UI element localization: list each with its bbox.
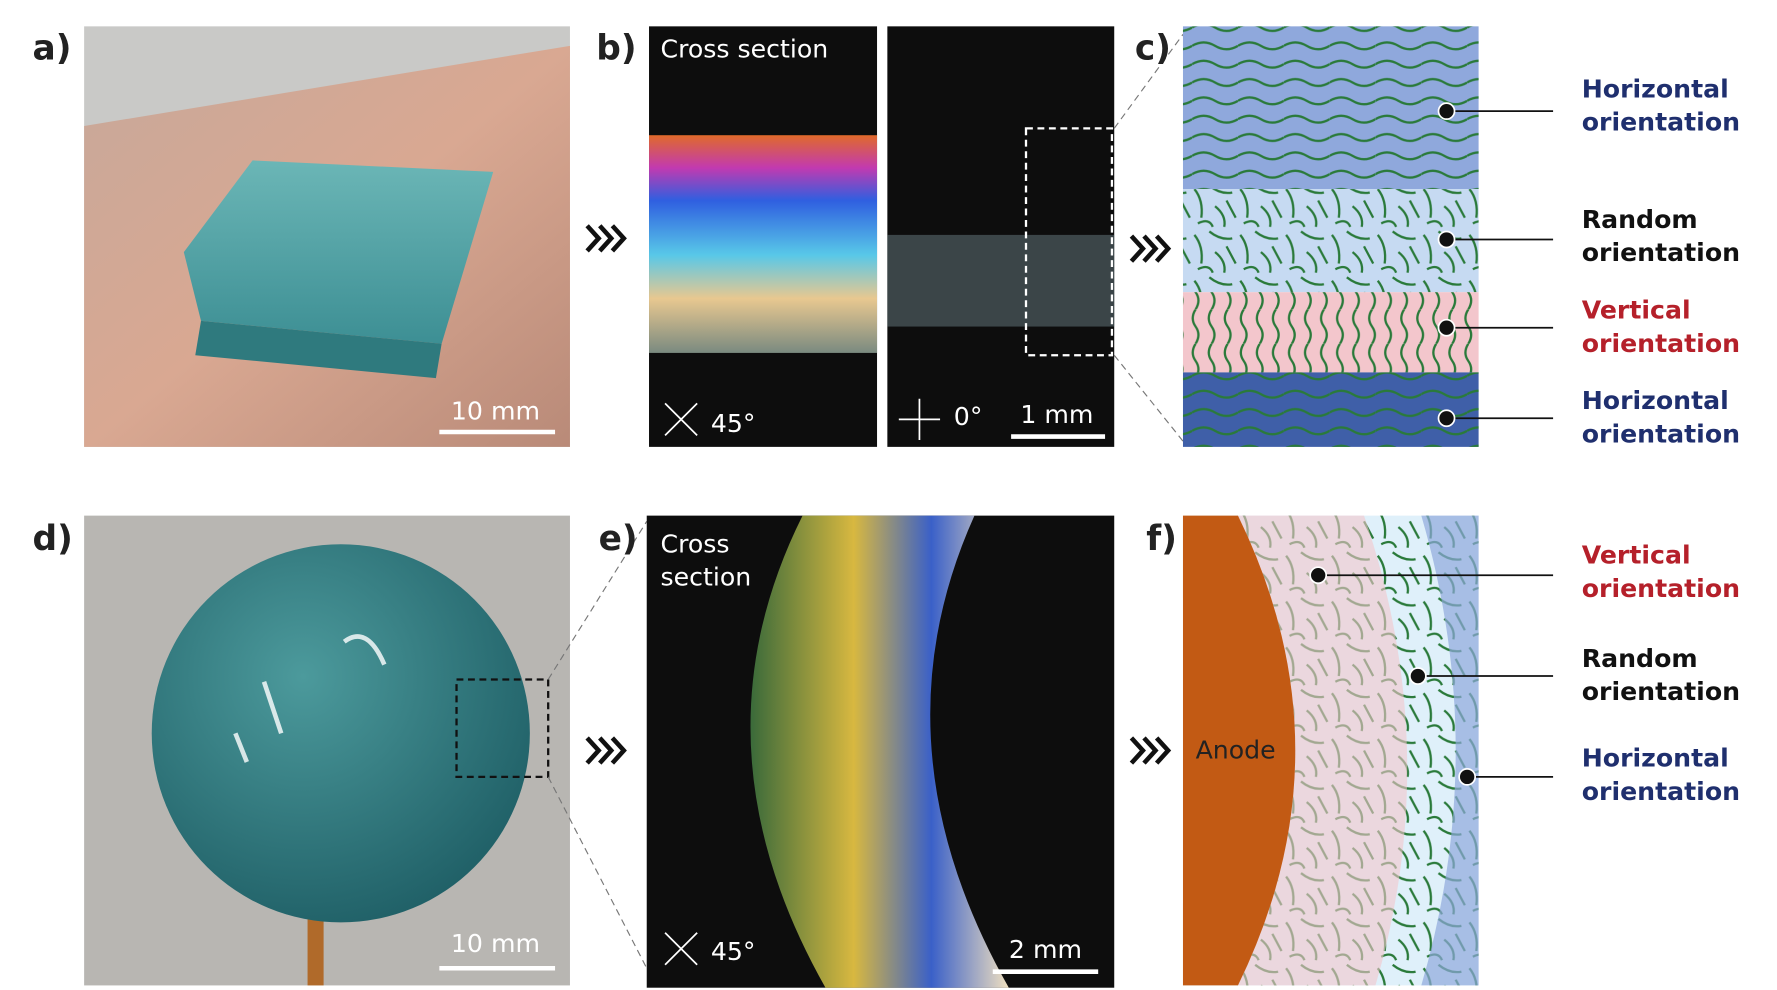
fibers	[1182, 189, 1479, 293]
annotation: Random	[1582, 644, 1698, 673]
gel-block	[183, 160, 494, 344]
electrode-label: Anode	[1196, 736, 1276, 765]
chevron	[585, 224, 602, 253]
annotation: Vertical	[1582, 296, 1691, 325]
fibers	[1182, 26, 1479, 190]
annotation: orientation	[1582, 108, 1740, 137]
fibers	[1182, 292, 1479, 373]
pointer-dot	[1309, 566, 1328, 585]
angle-label: 45°	[711, 937, 756, 966]
chevron	[598, 224, 615, 253]
annotation: orientation	[1582, 238, 1740, 267]
polarizer-icon	[898, 398, 941, 440]
pointer-dot	[1437, 409, 1456, 428]
pointer-dot	[1437, 102, 1456, 121]
scale-label: 10 mm	[451, 929, 540, 958]
annotation: Vertical	[1582, 541, 1691, 570]
annotation: orientation	[1582, 677, 1740, 706]
zoom-line	[547, 521, 648, 969]
layer	[1421, 515, 1479, 986]
annotation: Horizontal	[1582, 386, 1729, 415]
birefringence-band	[649, 135, 878, 353]
chevron	[610, 224, 627, 253]
annotation: Horizontal	[1582, 744, 1729, 773]
chevron	[1154, 736, 1172, 765]
gel-side	[195, 320, 442, 379]
scale-label: 10 mm	[451, 396, 540, 425]
pointer-dot	[1437, 318, 1456, 337]
chevron	[1142, 736, 1159, 765]
panel-label: d)	[33, 519, 73, 559]
caption: Cross section	[660, 34, 828, 63]
gel-sphere	[151, 544, 530, 923]
chevron	[598, 736, 615, 765]
chevron	[1154, 234, 1172, 263]
highlight	[233, 634, 387, 763]
chevron	[610, 736, 627, 765]
scale-label: 1 mm	[1020, 400, 1093, 429]
annotation: orientation	[1582, 329, 1740, 358]
zoom-box	[1024, 127, 1114, 357]
zoom-box	[455, 678, 550, 779]
chevron	[1129, 736, 1146, 765]
annotation: Random	[1582, 205, 1698, 234]
fibers	[1182, 372, 1479, 447]
angle-label: 0°	[954, 402, 983, 431]
pointer-dot	[1408, 667, 1427, 685]
annotation: orientation	[1582, 419, 1740, 448]
pointer-dot	[1437, 230, 1456, 249]
zoom-line	[1113, 34, 1184, 442]
scale-label: 2 mm	[1009, 935, 1082, 964]
anode	[1182, 515, 1296, 986]
polarizer-icon	[664, 402, 698, 437]
panel-label: b)	[596, 29, 636, 69]
annotation: Horizontal	[1582, 74, 1729, 103]
birefringence-band	[750, 515, 1009, 988]
chevron	[585, 736, 602, 765]
chevron	[1129, 234, 1146, 263]
caption: Cross	[660, 529, 729, 558]
panel-label: f)	[1146, 519, 1177, 559]
birefringence-band	[887, 234, 1115, 327]
caption: section	[660, 563, 751, 592]
annotation: orientation	[1582, 574, 1740, 603]
polarizer-icon	[664, 932, 698, 966]
chevron	[1142, 234, 1159, 263]
panel-label: c)	[1135, 29, 1171, 69]
annotation: orientation	[1582, 777, 1740, 806]
angle-label: 45°	[711, 409, 756, 438]
panel-label: e)	[599, 519, 638, 559]
panel-label: a)	[33, 29, 72, 69]
pointer-dot	[1458, 767, 1477, 786]
